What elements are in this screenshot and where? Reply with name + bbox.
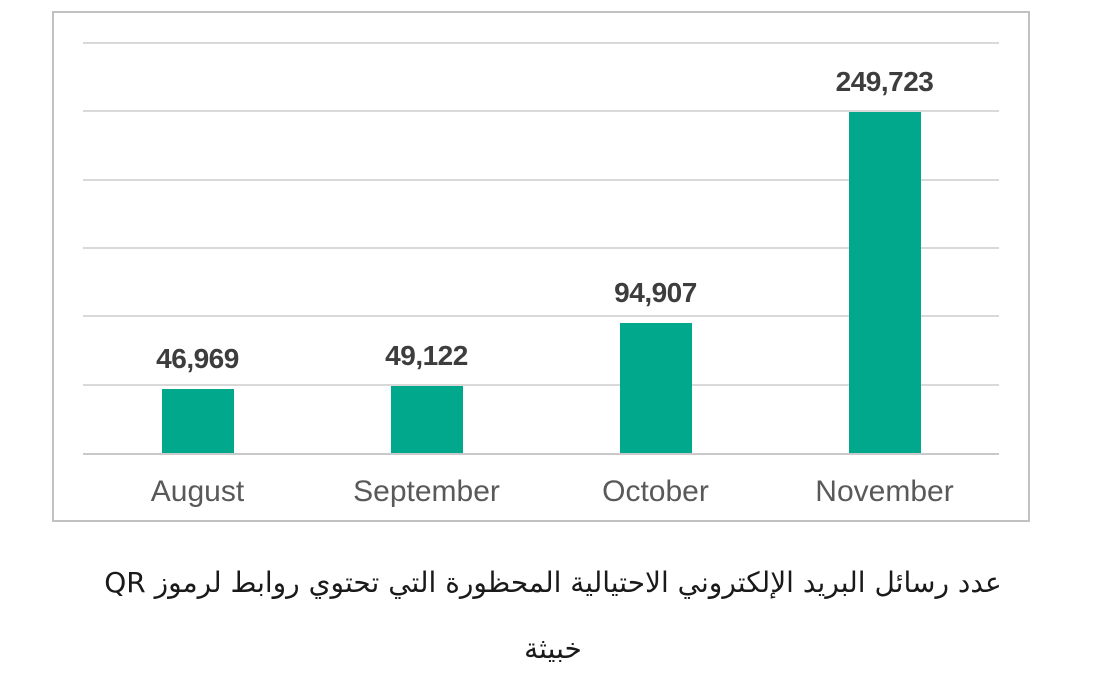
x-axis-label-september: September [353,475,500,508]
gridline [83,247,999,249]
bar-value-label-october: 94,907 [614,277,697,309]
gridline [83,110,999,113]
gridline [83,178,999,181]
gridline [83,315,999,318]
bar-november [848,111,921,453]
x-axis: August September October November [83,475,999,519]
caption-line-1: عدد رسائل البريد الإلكتروني الاحتيالية ا… [104,566,1002,599]
plot-area: 46,969 49,122 94,907 249,723 [83,42,999,455]
gridline [83,42,999,44]
caption-line-2: خبيثة [524,632,582,665]
x-axis-label-november: November [815,475,954,508]
bar-value-label-november: 249,723 [835,65,934,97]
x-axis-label-october: October [602,475,709,508]
x-axis-label-august: August [150,475,245,508]
bar-october [619,323,692,453]
chart-caption: عدد رسائل البريد الإلكتروني الاحتيالية ا… [0,550,1106,682]
bar-value-label-september: 49,122 [385,339,468,371]
gridline [83,383,999,386]
bar-value-label-august: 46,969 [156,342,239,374]
bar-chart-card: 46,969 49,122 94,907 249,723 August Septembe… [52,11,1030,522]
bar-august [161,388,234,453]
bar-september [390,385,463,453]
